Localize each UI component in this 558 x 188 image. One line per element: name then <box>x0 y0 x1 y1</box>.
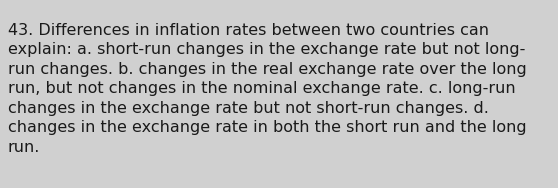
Text: 43. Differences in inflation rates between two countries can
explain: a. short-r: 43. Differences in inflation rates betwe… <box>8 23 527 155</box>
